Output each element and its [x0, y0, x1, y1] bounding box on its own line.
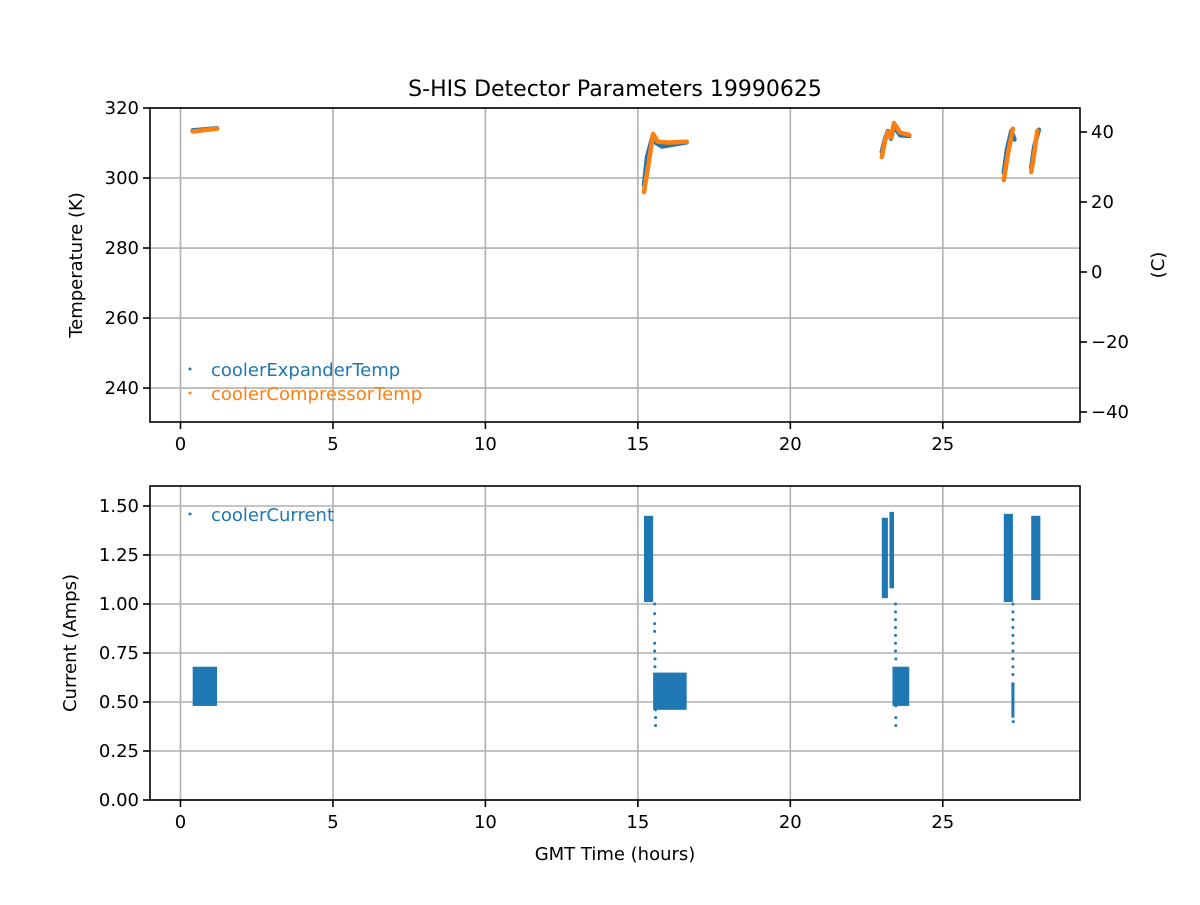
- data-point: [653, 622, 657, 626]
- data-band: [192, 666, 218, 706]
- data-point: [894, 716, 898, 720]
- data-point: [653, 602, 657, 606]
- axes-frame: [149, 107, 1081, 423]
- data-segment: [1001, 126, 1016, 183]
- data-point: [653, 629, 657, 633]
- legend-marker: [188, 391, 192, 395]
- y-tick-label: 0.00: [99, 790, 139, 811]
- data-point: [1011, 720, 1015, 724]
- x-tick-label: 5: [327, 434, 338, 455]
- data-point: [894, 649, 898, 653]
- data-point: [654, 708, 658, 712]
- x-tick-label: 25: [931, 434, 954, 455]
- data-point: [894, 704, 898, 708]
- data-band: [1011, 682, 1015, 718]
- data-band: [881, 517, 888, 599]
- data-point: [1011, 673, 1015, 677]
- legend-label-coolerCompressorTemp: coolerCompressorTemp: [211, 384, 422, 405]
- x-tick-label: 20: [779, 434, 802, 455]
- y-tick-label: 1.00: [99, 594, 139, 615]
- data-segment: [1028, 128, 1040, 175]
- x-tick-label: 10: [474, 434, 497, 455]
- x-tick-label: 20: [779, 812, 802, 833]
- data-band: [653, 672, 687, 710]
- data-band: [643, 515, 654, 603]
- bottom-y-axis-label: Current (Amps): [60, 574, 81, 712]
- data-point: [653, 649, 657, 653]
- data-point: [1011, 618, 1015, 622]
- data-point: [894, 602, 898, 606]
- top-right-y-axis-label: (C): [1148, 252, 1169, 279]
- x-tick-label: 0: [175, 434, 186, 455]
- right-y-tick-label: 40: [1091, 122, 1114, 143]
- x-tick-label: 15: [626, 434, 649, 455]
- data-point: [894, 633, 898, 637]
- y-tick-label: 1.25: [99, 545, 139, 566]
- data-point: [653, 641, 657, 645]
- data-band: [889, 511, 894, 589]
- data-segment: [641, 131, 689, 195]
- data-point: [894, 724, 898, 728]
- chart-title: S-HIS Detector Parameters 19990625: [408, 77, 822, 102]
- data-point: [1011, 610, 1015, 614]
- data-point: [894, 626, 898, 630]
- y-tick-label: 1.50: [99, 496, 139, 517]
- y-tick-label: 240: [105, 378, 139, 399]
- right-y-tick-label: 20: [1091, 192, 1114, 213]
- right-y-tick-label: −20: [1091, 332, 1129, 353]
- legend-marker: [188, 512, 192, 516]
- right-y-tick-label: 0: [1091, 262, 1102, 283]
- axes-frame: [149, 485, 1081, 801]
- x-tick-label: 0: [175, 812, 186, 833]
- data-point: [653, 676, 657, 680]
- x-tick-label: 15: [626, 812, 649, 833]
- x-tick-label: 5: [327, 812, 338, 833]
- y-tick-label: 280: [105, 238, 139, 259]
- data-point: [653, 690, 657, 694]
- legend-marker: [188, 367, 192, 371]
- axes-current: 0 5 10 15 20 25 0.00 0.25 0.50 0.75 1.00 1.25 1.50 co…: [99, 485, 1081, 833]
- y-tick-label: 300: [105, 168, 139, 189]
- series-coolerCompressorTemp: [190, 120, 1040, 195]
- data-point: [894, 610, 898, 614]
- data-point: [1011, 665, 1015, 669]
- data-point: [1011, 657, 1015, 661]
- data-point: [653, 657, 657, 661]
- legend-label-coolerCurrent: coolerCurrent: [211, 505, 334, 526]
- data-point: [1011, 602, 1015, 606]
- data-point: [1011, 649, 1015, 653]
- data-band: [1031, 515, 1041, 601]
- y-tick-label: 0.75: [99, 643, 139, 664]
- x-axis-label: GMT Time (hours): [535, 844, 696, 865]
- data-point: [1011, 626, 1015, 630]
- y-tick-label: 320: [105, 98, 139, 119]
- data-segment: [190, 126, 220, 134]
- y-tick-label: 0.50: [99, 692, 139, 713]
- legend-label-coolerExpanderTemp: coolerExpanderTemp: [211, 360, 400, 381]
- data-point: [894, 657, 898, 661]
- data-point: [653, 665, 657, 669]
- y-tick-label: 260: [105, 308, 139, 329]
- data-point: [894, 641, 898, 645]
- data-point: [894, 618, 898, 622]
- data-point: [1011, 641, 1015, 645]
- data-point: [654, 724, 658, 728]
- right-y-tick-label: −40: [1091, 402, 1129, 423]
- data-point: [894, 669, 898, 673]
- data-point: [653, 612, 657, 616]
- x-tick-label: 25: [931, 812, 954, 833]
- top-y-axis-label: Temperature (K): [66, 192, 87, 339]
- data-segment: [879, 120, 912, 160]
- data-point: [1011, 633, 1015, 637]
- y-tick-label: 0.25: [99, 741, 139, 762]
- data-band: [1003, 513, 1013, 603]
- x-tick-label: 10: [474, 812, 497, 833]
- data-point: [894, 688, 898, 692]
- data-point: [654, 716, 658, 720]
- series-coolerCurrent: [192, 511, 1041, 728]
- axes-temperature: 0 5 10 15 20 25 240 260 280 300 320 −40 −20 0 20 40 cool…: [105, 98, 1129, 455]
- data-band: [892, 666, 910, 706]
